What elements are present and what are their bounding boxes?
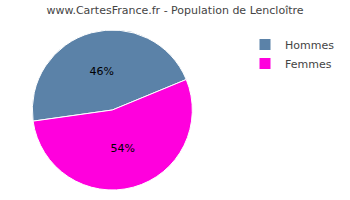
svg-text:Hommes: Hommes [285, 39, 334, 52]
svg-text:www.CartesFrance.fr - Populati: www.CartesFrance.fr - Population de Lenc… [46, 4, 303, 17]
svg-text:46%: 46% [90, 65, 114, 78]
svg-text:54%: 54% [111, 142, 135, 155]
svg-text:Femmes: Femmes [285, 58, 332, 71]
